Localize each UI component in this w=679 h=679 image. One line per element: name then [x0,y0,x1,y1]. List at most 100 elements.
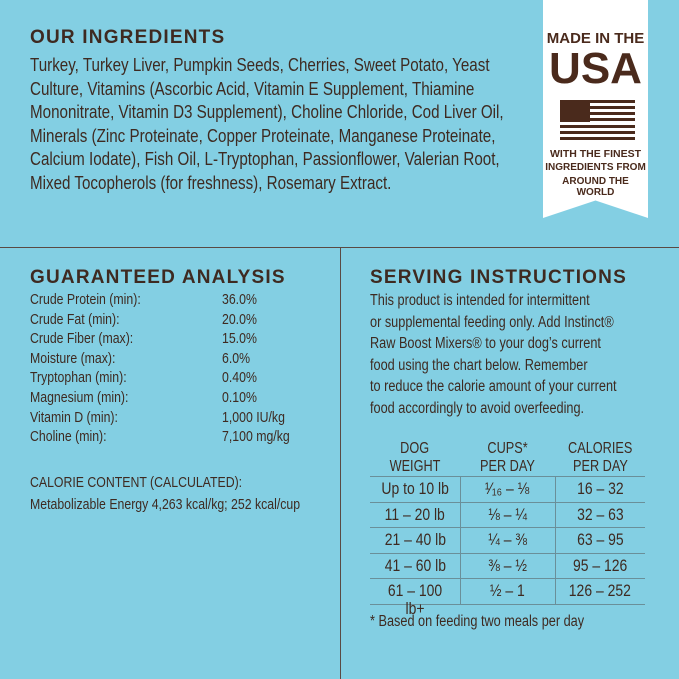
table-cell: ½ – 1 [460,582,555,600]
ingredients-title: OUR INGREDIENTS [30,27,226,48]
serving-line: to reduce the calorie amount of your cur… [370,376,671,398]
ingredient-line: Minerals (Zinc Proteinate, Copper Protei… [30,124,608,148]
ingredient-text: Minerals (Zinc Proteinate, Copper Protei… [30,124,496,146]
analysis-row: Tryptophan (min): 0.40% [30,368,330,388]
header-text: WEIGHT [389,458,441,475]
analysis-row: Crude Protein (min): 36.0% [30,290,330,310]
header-text: PER DAY [572,458,628,475]
serving-line: food using the chart below. Remember [370,355,671,377]
ingredients-list: Turkey, Turkey Liver, Pumpkin Seeds, Che… [30,53,608,194]
analysis-table: Crude Protein (min): 36.0% Crude Fat (min)… [30,290,330,447]
table-cell: ¼ – ⅜ [460,531,555,549]
ingredient-line: Turkey, Turkey Liver, Pumpkin Seeds, Che… [30,53,608,77]
cell-text: 21 – 40 lb [384,530,446,549]
analysis-value: 7,100 mg/kg [222,428,290,446]
table-header: PER DAY [555,458,645,476]
table-cell: 126 – 252 [555,582,645,600]
ingredient-line: Mixed Tocopherols (for freshness), Rosem… [30,171,608,195]
ingredient-text: Mononitrate, Vitamin D3 Supplement), Cho… [30,101,504,122]
cell-text: 41 – 60 lb [384,555,446,575]
ingredient-text: Calcium Iodate), Fish Oil, L-Tryptophan,… [30,148,500,169]
section-divider [0,247,679,248]
serving-line: food accordingly to avoid overfeeding. [370,398,671,420]
table-cell: Up to 10 lb [370,480,460,498]
serving-text-line: food accordingly to avoid overfeeding. [370,399,585,417]
ingredient-line: Calcium Iodate), Fish Oil, L-Tryptophan,… [30,147,608,171]
table-cell: ¹⁄₁₆ – ⅛ [460,480,555,498]
made-in-usa-badge: MADE IN THE USA WITH THE FINEST INGREDIE… [543,0,648,218]
footnote: * Based on feeding two meals per day [370,613,585,630]
analysis-value: 36.0% [222,291,257,308]
ingredient-text: Mixed Tocopherols (for freshness), Rosem… [30,171,392,193]
header-text: CALORIES [567,440,633,457]
badge-line: INGREDIENTS FROM [545,162,646,173]
us-flag-icon [560,100,635,140]
analysis-value: 0.40% [222,369,257,387]
analysis-value: 0.10% [222,388,257,406]
table-row-divider [370,476,645,477]
badge-line: AROUND THE WORLD [562,176,629,198]
table-header: CUPS* [460,440,555,458]
analysis-label: Magnesium (min): [30,388,129,406]
analysis-label: Crude Protein (min): [30,291,141,308]
table-cell: 16 – 32 [555,480,645,498]
table-header: PER DAY [460,458,555,476]
ingredient-line: Mononitrate, Vitamin D3 Supplement), Cho… [30,100,608,124]
analysis-value: 6.0% [222,349,251,367]
serving-line: This product is intended for intermitten… [370,290,671,312]
cell-text: ¹⁄₁₆ – ⅛ [485,479,530,498]
table-row-divider [370,501,645,503]
serving-line: or supplemental feeding only. Add Instin… [370,312,671,334]
header-text: PER DAY [480,458,535,475]
table-cell: 21 – 40 lb [370,531,460,549]
serving-text-line: This product is intended for intermitten… [370,292,590,309]
analysis-row: Magnesium (min): 0.10% [30,388,330,408]
ingredient-text: Turkey, Turkey Liver, Pumpkin Seeds, Che… [30,54,490,75]
analysis-row: Choline (min): 7,100 mg/kg [30,427,330,447]
cell-text: 61 – 100 lb+ [387,581,443,618]
table-header: WEIGHT [370,458,460,476]
table-row-divider [370,603,645,605]
serving-text-line: to reduce the calorie amount of your cur… [370,378,617,395]
badge-line: WITH THE FINEST [550,148,641,160]
analysis-row: Crude Fat (min): 20.0% [30,310,330,330]
cell-text: 63 – 95 [576,530,624,549]
table-cell: 32 – 63 [555,504,645,524]
table-cell: 63 – 95 [555,531,645,549]
table-cell: ⅜ – ½ [460,556,555,575]
analysis-label: Crude Fat (min): [30,310,120,328]
serving-text-line: or supplemental feeding only. Add Instin… [370,313,614,331]
table-cell: ⅛ – ¼ [460,504,555,524]
analysis-label: Crude Fiber (max): [30,330,134,348]
column-divider [340,247,341,679]
cell-text: ½ – 1 [490,581,525,600]
table-cell: 11 – 20 lb [370,505,460,524]
table-header: CALORIES [555,440,645,458]
analysis-row: Vitamin D (min): 1,000 IU/kg [30,408,330,428]
table-col-divider [460,476,461,604]
header-text: CUPS* [487,440,528,457]
badge-usa: USA [549,44,642,93]
ingredient-line: Culture, Vitamins (Ascorbic Acid, Vitami… [30,77,608,101]
analysis-label: Moisture (max): [30,349,116,367]
cell-text: Up to 10 lb [381,479,449,498]
serving-line: Raw Boost Mixers® to your dog’s current [370,333,671,355]
analysis-label: Vitamin D (min): [30,408,118,426]
analysis-row: Crude Fiber (max): 15.0% [30,329,330,349]
analysis-label: Choline (min): [30,428,107,446]
cell-text: ¼ – ⅜ [488,530,527,549]
table-cell: 61 – 100 lb+ [370,582,460,618]
cell-text: ⅛ – ¼ [488,504,527,524]
analysis-value: 20.0% [222,310,257,328]
table-cell: 95 – 126 [555,556,645,575]
analysis-title: GUARANTEED ANALYSIS [30,267,286,288]
cell-text: 32 – 63 [576,504,624,524]
analysis-row: Moisture (max): 6.0% [30,349,330,369]
analysis-value: 15.0% [222,330,257,348]
cell-text: 16 – 32 [576,479,624,498]
analysis-value: 1,000 IU/kg [222,408,285,426]
ingredient-text: Culture, Vitamins (Ascorbic Acid, Vitami… [30,77,475,99]
cell-text: 126 – 252 [568,581,632,600]
table-row-divider [370,527,645,528]
